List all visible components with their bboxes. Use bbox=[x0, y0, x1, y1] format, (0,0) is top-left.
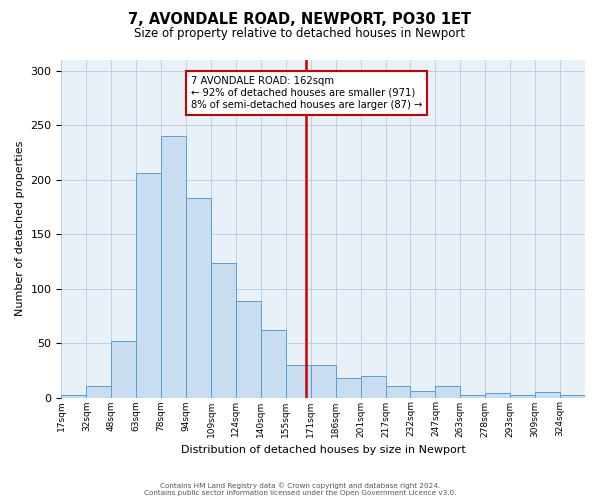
Bar bbox=[560, 396, 585, 398]
Text: 7, AVONDALE ROAD, NEWPORT, PO30 1ET: 7, AVONDALE ROAD, NEWPORT, PO30 1ET bbox=[128, 12, 472, 28]
Bar bbox=[311, 365, 335, 398]
Y-axis label: Number of detached properties: Number of detached properties bbox=[15, 141, 25, 316]
Bar bbox=[261, 330, 286, 398]
Bar bbox=[535, 392, 560, 398]
Bar bbox=[410, 391, 436, 398]
X-axis label: Distribution of detached houses by size in Newport: Distribution of detached houses by size … bbox=[181, 445, 466, 455]
Bar bbox=[136, 173, 161, 398]
Bar bbox=[335, 378, 361, 398]
Bar bbox=[61, 396, 86, 398]
Text: Size of property relative to detached houses in Newport: Size of property relative to detached ho… bbox=[134, 28, 466, 40]
Bar bbox=[236, 300, 261, 398]
Text: Contains HM Land Registry data © Crown copyright and database right 2024.: Contains HM Land Registry data © Crown c… bbox=[160, 482, 440, 489]
Bar bbox=[361, 376, 386, 398]
Bar bbox=[86, 386, 111, 398]
Bar bbox=[286, 365, 311, 398]
Bar bbox=[436, 386, 460, 398]
Bar bbox=[211, 262, 236, 398]
Bar bbox=[161, 136, 186, 398]
Text: 7 AVONDALE ROAD: 162sqm
← 92% of detached houses are smaller (971)
8% of semi-de: 7 AVONDALE ROAD: 162sqm ← 92% of detache… bbox=[191, 76, 422, 110]
Text: Contains public sector information licensed under the Open Government Licence v3: Contains public sector information licen… bbox=[144, 490, 456, 496]
Bar bbox=[510, 396, 535, 398]
Bar bbox=[460, 396, 485, 398]
Bar bbox=[111, 341, 136, 398]
Bar bbox=[186, 198, 211, 398]
Bar bbox=[386, 386, 410, 398]
Bar bbox=[485, 393, 510, 398]
